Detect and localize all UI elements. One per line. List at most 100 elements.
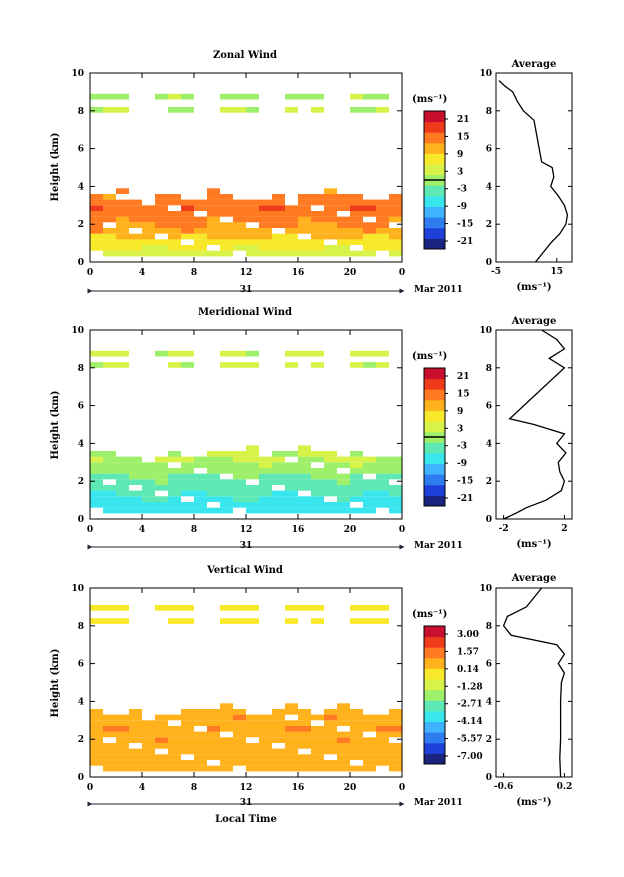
heatmap-cell [181, 205, 194, 211]
heatmap-cell [207, 737, 220, 743]
heatmap-cell [116, 737, 129, 743]
heatmap-cell [350, 239, 363, 245]
heatmap-cell [311, 743, 324, 749]
heatmap-cell [246, 228, 259, 234]
x-tick-label: 16 [292, 525, 305, 535]
heatmap-cell [337, 250, 350, 257]
heatmap-cell [285, 490, 298, 497]
heatmap-cell [90, 93, 103, 100]
heatmap-cell [168, 618, 181, 624]
heatmap-cell [246, 720, 259, 726]
heatmap-cell [311, 731, 324, 738]
heatmap-cell [103, 748, 116, 755]
heatmap-cell [233, 456, 246, 463]
heatmap-cell [272, 765, 285, 772]
heatmap-cell [194, 250, 207, 257]
heatmap-cell [285, 245, 298, 251]
heatmap-cell [129, 726, 142, 732]
heatmap-cell [350, 107, 363, 113]
heatmap-cell [272, 760, 285, 766]
heatmap-cell [207, 250, 220, 257]
heatmap-cell [233, 760, 246, 766]
heatmap-cell [389, 228, 402, 234]
heatmap-cell [259, 731, 272, 738]
heatmap-cell [181, 211, 194, 217]
heatmap-cell [389, 496, 402, 502]
heatmap-cell [233, 737, 246, 743]
x-tick-label: 20 [344, 525, 357, 535]
heatmap-cell [350, 605, 363, 611]
heatmap-cell [324, 479, 337, 485]
heatmap-cell [311, 726, 324, 732]
heatmap-cell [194, 731, 207, 738]
heatmap-cell [272, 720, 285, 726]
heatmap-cell [285, 222, 298, 228]
heatmap-cell [233, 239, 246, 245]
heatmap-cell [285, 765, 298, 772]
heatmap-cell [376, 473, 389, 480]
heatmap-cell [220, 479, 233, 485]
heatmap-cell [246, 233, 259, 240]
heatmap-cell [116, 188, 129, 194]
heatmap-cell [350, 205, 363, 211]
avg-y-tick-label: 4 [486, 439, 492, 449]
heatmap-cell [103, 107, 116, 113]
heatmap-cell [376, 485, 389, 491]
heatmap-cell [272, 507, 285, 514]
heatmap-cell [129, 473, 142, 480]
heatmap-cell [116, 502, 129, 508]
heatmap-cell [376, 239, 389, 245]
heatmap-cells [90, 93, 402, 257]
heatmap-cell [194, 245, 207, 251]
heatmap-cell [168, 726, 181, 732]
heatmap-cell [155, 250, 168, 257]
heatmap-cell [324, 720, 337, 726]
heatmap-cell [103, 485, 116, 491]
colorbar-tick-label: 1.57 [457, 647, 479, 657]
heatmap-cell [389, 502, 402, 508]
heatmap-cell [363, 250, 376, 257]
heatmap-cell [194, 748, 207, 755]
heatmap-cell [285, 760, 298, 766]
heatmap-cell [285, 479, 298, 485]
heatmap-cell [207, 726, 220, 732]
heatmap-cell [142, 502, 155, 508]
heatmap-cell [311, 222, 324, 228]
heatmap-cell [285, 496, 298, 502]
heatmap-cell [285, 239, 298, 245]
heatmap-cell [168, 479, 181, 485]
heatmap-cell [181, 233, 194, 240]
heatmap-cell [142, 462, 155, 468]
heatmap-cell [324, 507, 337, 514]
heatmap-cell [324, 468, 337, 474]
avg-unit: (ms⁻¹) [516, 797, 551, 808]
heatmap-cell [324, 233, 337, 240]
heatmap-cell [103, 456, 116, 463]
heatmap-cell [103, 233, 116, 240]
heatmap-cell [337, 479, 350, 485]
colorbar-segment [424, 442, 445, 454]
heatmap-cell [298, 765, 311, 772]
heatmap-cell [155, 93, 168, 100]
heatmap-cell [337, 743, 350, 749]
colorbar-segment [424, 164, 445, 176]
heatmap-cell [272, 194, 285, 200]
heatmap-cell [181, 245, 194, 251]
colorbar-segment [424, 368, 445, 380]
avg-y-tick-label: 2 [486, 220, 492, 230]
heatmap-cell [311, 479, 324, 485]
heatmap-cell [233, 490, 246, 497]
colorbar-unit: (ms⁻¹) [412, 94, 447, 105]
heatmap-cell [194, 233, 207, 240]
heatmap-cell [272, 205, 285, 211]
heatmap-cell [298, 199, 311, 206]
heatmap-cell [116, 485, 129, 491]
heatmap-cell [259, 765, 272, 772]
heatmap-cell [233, 714, 246, 721]
heatmap-cell [220, 233, 233, 240]
heatmap-cell [363, 239, 376, 245]
heatmap-cell [142, 731, 155, 738]
heatmap-cell [207, 199, 220, 206]
